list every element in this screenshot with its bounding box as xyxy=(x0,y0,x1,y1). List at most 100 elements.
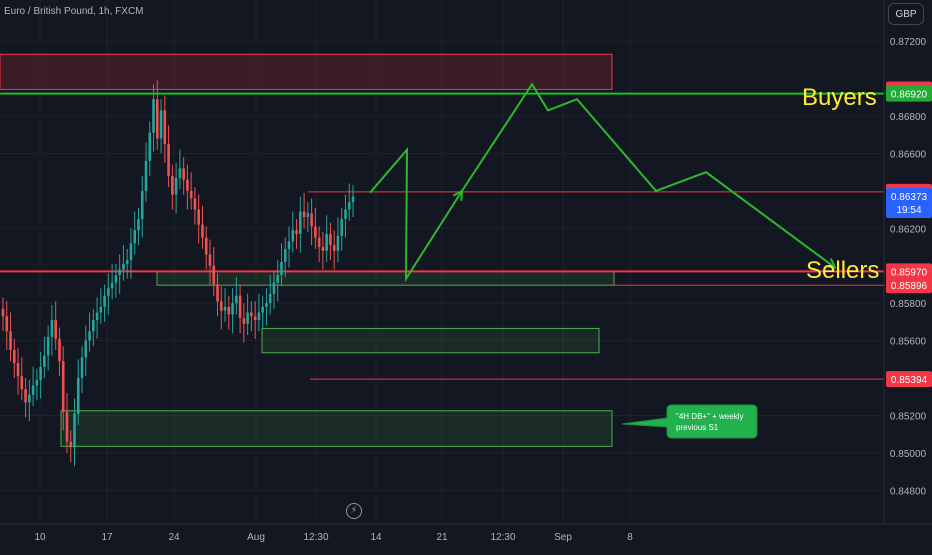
callout: "4H DB+" + weekly previous S1 xyxy=(621,404,758,439)
candle-body xyxy=(347,202,351,210)
candle-body xyxy=(167,144,170,176)
candle-body xyxy=(114,275,118,283)
price-label-box xyxy=(886,263,932,280)
candle-body xyxy=(351,196,355,203)
time-tick-label: 21 xyxy=(436,532,448,543)
candle-body xyxy=(336,235,340,251)
candle-body xyxy=(122,263,125,270)
candle-body xyxy=(227,306,231,315)
sellers-label: Sellers xyxy=(806,257,879,284)
candle-body xyxy=(268,293,272,304)
price-levels xyxy=(0,92,884,380)
candle-body xyxy=(223,306,227,311)
candle-body xyxy=(265,303,268,307)
candle-body xyxy=(238,295,242,319)
candle-body xyxy=(50,320,54,337)
candle-body xyxy=(159,110,163,139)
candle-body xyxy=(257,312,261,321)
candle-body xyxy=(137,218,140,231)
candle-body xyxy=(73,413,76,448)
candle-body xyxy=(283,248,287,262)
price-tick-label: 0.86200 xyxy=(890,224,927,235)
candle-body xyxy=(310,213,313,227)
candle-body xyxy=(125,260,129,264)
candle-body xyxy=(54,320,57,339)
candle-body xyxy=(24,389,27,403)
candle-body xyxy=(171,175,174,195)
candles xyxy=(1,80,355,466)
price-tick-label: 0.84800 xyxy=(890,486,927,497)
lightning-icon[interactable]: ⚡ xyxy=(346,503,362,519)
time-tick-label: 24 xyxy=(168,532,180,543)
candle-body xyxy=(182,168,185,180)
candle-body xyxy=(43,355,46,367)
price-label-box xyxy=(886,277,932,294)
candle-body xyxy=(148,132,152,161)
candle-body xyxy=(92,320,95,332)
candle-body xyxy=(163,110,167,145)
candle-body xyxy=(204,237,208,255)
buyers-label: Buyers xyxy=(802,84,877,111)
candle-body xyxy=(344,209,347,219)
time-tick-label: Sep xyxy=(554,532,572,543)
candle-body xyxy=(325,233,328,251)
candle-body xyxy=(197,209,200,225)
candle-body xyxy=(39,366,42,380)
zone-green xyxy=(156,270,615,286)
price-axis[interactable]: 0.87200 0.86800 0.86600 0.86200 0.85800 0.856… xyxy=(890,37,927,497)
candle-body xyxy=(110,282,114,289)
price-label-text: 0.85394 xyxy=(891,375,928,386)
zone-green xyxy=(60,410,613,447)
candle-body xyxy=(103,295,106,307)
time-tick-label: 8 xyxy=(627,532,633,543)
candle-body xyxy=(276,275,280,283)
callout-text-line2: previous S1 xyxy=(676,423,719,432)
grid xyxy=(0,0,884,524)
candle-body xyxy=(65,411,69,442)
price-label-box xyxy=(886,371,932,388)
candle-body xyxy=(140,190,144,219)
time-tick-label: Aug xyxy=(247,532,265,543)
candle-body xyxy=(193,198,197,210)
candle-body xyxy=(1,308,5,317)
candle-body xyxy=(58,338,61,362)
candle-body xyxy=(250,312,253,317)
candle-body xyxy=(291,230,295,242)
candle-body xyxy=(280,262,283,276)
price-label-box xyxy=(886,187,932,218)
candle-body xyxy=(272,282,276,294)
candle-body xyxy=(253,316,257,321)
candle-body xyxy=(186,179,189,191)
time-axis[interactable]: 10 17 24 Aug 12:30 14 21 12:30 Sep 8 xyxy=(34,532,633,543)
currency-button[interactable]: GBP xyxy=(888,3,924,25)
price-labels: 0.869420.869200.863950.8637319:540.85970… xyxy=(886,81,932,388)
price-tick-label: 0.86800 xyxy=(890,112,927,123)
projection-path xyxy=(369,82,837,283)
candle-body xyxy=(61,361,65,412)
price-tick-label: 0.85800 xyxy=(890,299,927,310)
candle-body xyxy=(46,336,50,356)
zone-green xyxy=(261,327,600,354)
candle-body xyxy=(295,230,298,234)
candle-body xyxy=(174,177,178,195)
candle-body xyxy=(144,160,148,191)
candle-body xyxy=(314,226,317,238)
price-label-text: 0.86373 xyxy=(891,192,928,203)
candle-body xyxy=(306,213,310,218)
candle-body xyxy=(84,340,88,358)
candle-body xyxy=(299,211,302,234)
zone-red xyxy=(0,53,613,90)
candle-body xyxy=(261,306,264,313)
price-label-text: 0.86920 xyxy=(891,90,928,101)
price-tick-label: 0.85000 xyxy=(890,449,927,460)
candle-body xyxy=(35,379,39,386)
candle-body xyxy=(208,254,212,266)
candle-body xyxy=(9,331,12,350)
candle-body xyxy=(129,243,133,261)
candle-body xyxy=(302,211,306,218)
candle-body xyxy=(156,99,159,139)
candle-body xyxy=(107,288,110,296)
candle-body xyxy=(201,224,204,238)
